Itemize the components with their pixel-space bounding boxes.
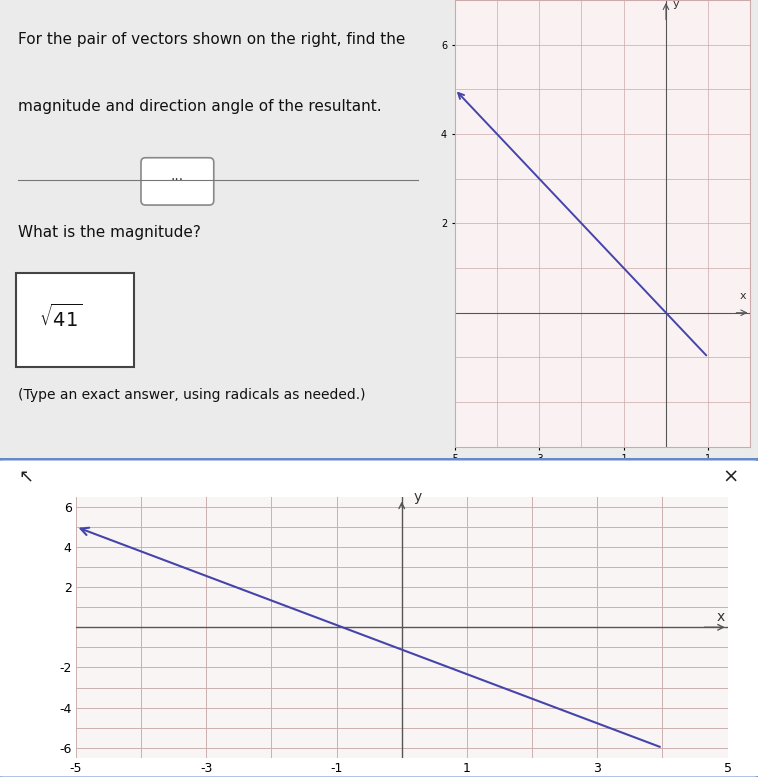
Text: x: x [716,610,725,624]
Text: ×: × [722,468,739,487]
Text: x: x [740,291,746,301]
Text: For the pair of vectors shown on the right, find the: For the pair of vectors shown on the rig… [18,32,406,47]
Text: y: y [413,490,421,503]
Text: What is the magnitude?: What is the magnitude? [18,225,201,240]
Text: (Type an exact answer, using radicals as needed.): (Type an exact answer, using radicals as… [18,388,365,402]
Text: $\sqrt{41}$: $\sqrt{41}$ [39,304,82,331]
Text: ···: ··· [171,173,184,187]
Text: y: y [672,0,679,9]
FancyBboxPatch shape [0,458,758,777]
FancyBboxPatch shape [16,273,134,368]
FancyBboxPatch shape [141,158,214,205]
Text: magnitude and direction angle of the resultant.: magnitude and direction angle of the res… [18,99,382,114]
Text: ↖: ↖ [19,468,34,486]
